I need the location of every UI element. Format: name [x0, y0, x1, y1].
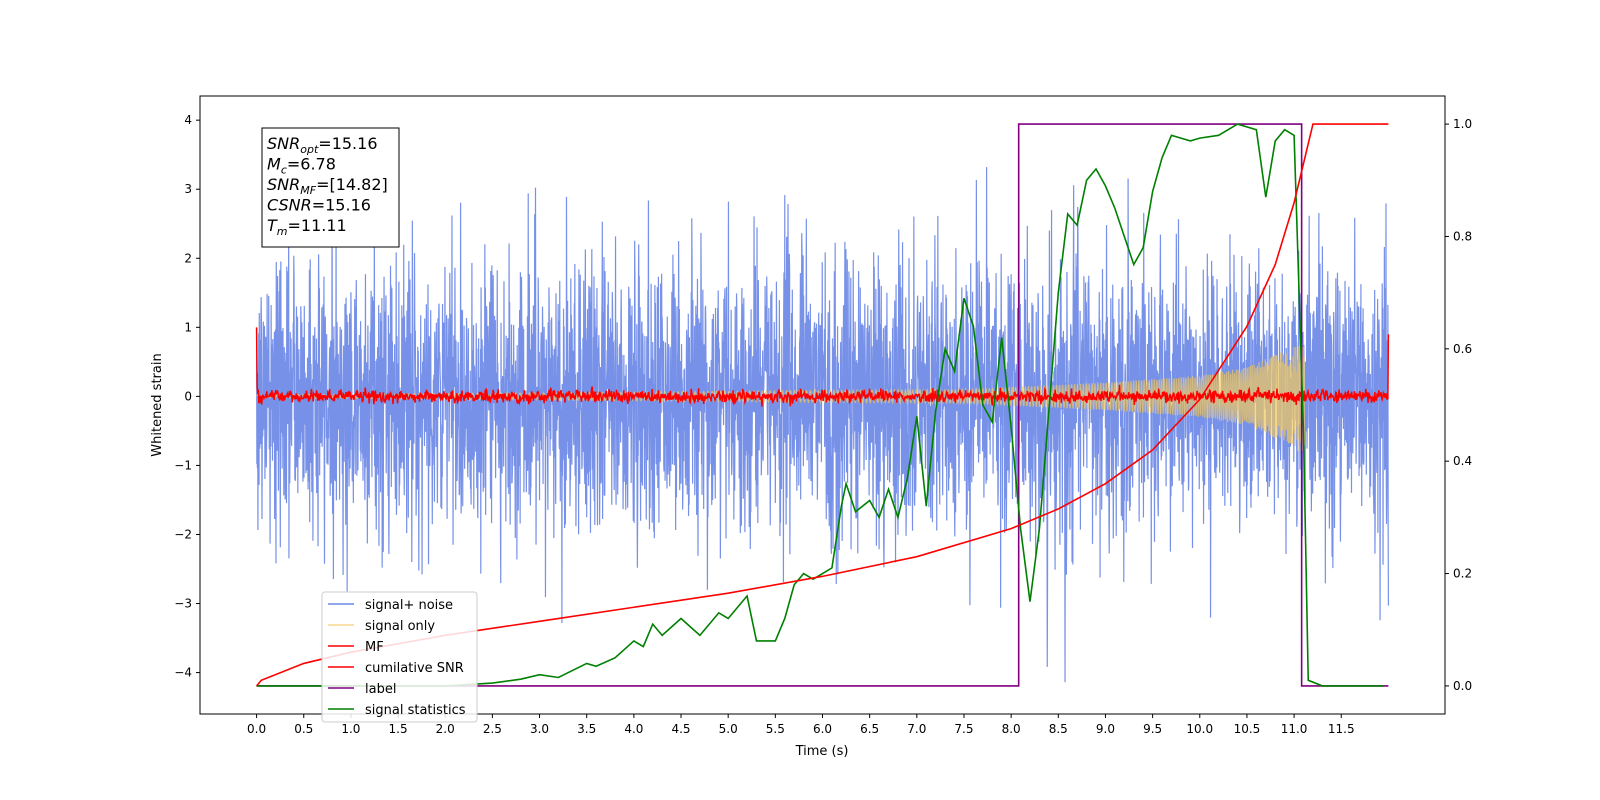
legend-signal-noise: signal+ noise — [328, 598, 453, 613]
x-tick-label: 11.0 — [1281, 722, 1308, 736]
x-tick-label: 6.5 — [860, 722, 879, 736]
x-tick-label: 1.0 — [341, 722, 360, 736]
x-tick-label: 9.0 — [1096, 722, 1115, 736]
legend-cumulative-snr: cumilative SNR — [328, 661, 464, 676]
y-tick-label-left: −1 — [174, 458, 192, 472]
series-label — [256, 123, 1389, 687]
x-axis-label: Time (s) — [795, 744, 849, 759]
y-tick-label-left: 3 — [184, 182, 192, 196]
x-tick-label: 7.5 — [954, 722, 973, 736]
x-tick-label: 4.0 — [624, 722, 643, 736]
plot-content — [255, 123, 1390, 687]
x-tick-label: 4.5 — [671, 722, 690, 736]
y-axis-label: Whitened strain — [150, 353, 165, 456]
x-tick-label: 3.5 — [577, 722, 596, 736]
legend-text: cumilative SNR — [365, 661, 464, 676]
annotation-line: Tm=11.11 — [267, 216, 347, 238]
x-tick-label: 5.5 — [766, 722, 785, 736]
y-tick-label-left: −4 — [174, 666, 192, 680]
x-tick-label: 11.5 — [1328, 722, 1355, 736]
y-tick-label-right: 0.4 — [1453, 454, 1472, 468]
y-tick-label-left: 0 — [184, 389, 192, 403]
y-tick-label-left: 4 — [184, 113, 192, 127]
annotation-frame — [261, 127, 400, 248]
series-signal-noise — [255, 167, 1390, 683]
x-tick-label: 0.5 — [294, 722, 313, 736]
x-tick-label: 10.5 — [1234, 722, 1261, 736]
legend: signal+ noise signal only MF cumilative SNR… — [321, 591, 478, 723]
y-tick-label-right: 0.2 — [1453, 567, 1472, 581]
legend-label: label — [328, 682, 396, 697]
y-tick-label-right: 0.8 — [1453, 229, 1472, 243]
stats-annotation-box: SNRopt=15.16Mc=6.78SNRMF=[14.82]CSNR=15.… — [261, 127, 400, 248]
series-signal-statistics — [256, 123, 1384, 687]
x-tick-label: 0.0 — [247, 722, 266, 736]
legend-text: signal only — [365, 619, 435, 634]
legend-mf: MF — [328, 640, 384, 655]
x-tick-label: 2.0 — [436, 722, 455, 736]
y-tick-label-right: 1.0 — [1453, 117, 1472, 131]
legend-signal-statistics: signal statistics — [328, 703, 466, 718]
x-tick-label: 6.0 — [813, 722, 832, 736]
legend-text: signal statistics — [365, 703, 466, 718]
series-mf — [255, 327, 1390, 407]
y-axis-right: 1.0 0.8 0.6 0.4 0.2 0.0 — [1445, 117, 1472, 693]
x-tick-label: 9.5 — [1143, 722, 1162, 736]
x-tick-label: 7.0 — [907, 722, 926, 736]
y-tick-label-left: 2 — [184, 251, 192, 265]
y-tick-label-right: 0.6 — [1453, 342, 1472, 356]
y-tick-label-left: −3 — [174, 597, 192, 611]
legend-frame — [321, 591, 478, 723]
x-tick-label: 2.5 — [483, 722, 502, 736]
annotation-line: SNRMF=[14.82] — [267, 175, 388, 197]
y-tick-label-left: 1 — [184, 320, 192, 334]
x-tick-label: 10.0 — [1186, 722, 1213, 736]
legend-text: MF — [365, 640, 384, 655]
annotation-line: Mc=6.78 — [267, 155, 336, 177]
y-tick-label-left: −2 — [174, 527, 192, 541]
x-tick-label: 8.0 — [1002, 722, 1021, 736]
x-tick-label: 8.5 — [1049, 722, 1068, 736]
annotation-line: CSNR=15.16 — [267, 196, 371, 215]
y-tick-label-right: 0.0 — [1453, 679, 1472, 693]
x-axis: 0.0 0.5 1.0 1.5 2.0 2.5 3.0 3.5 4.0 4.5 5.0 5.5 6.0 6… — [247, 714, 1355, 736]
y-axis-left: 4 3 2 1 0 −1 −2 −3 −4 — [174, 113, 200, 680]
x-tick-label: 1.5 — [389, 722, 408, 736]
legend-text: label — [365, 682, 396, 697]
annotation-line: SNRopt=15.16 — [267, 134, 378, 156]
x-tick-label: 3.0 — [530, 722, 549, 736]
legend-signal-only: signal only — [328, 619, 435, 634]
legend-text: signal+ noise — [365, 598, 453, 613]
x-tick-label: 5.0 — [719, 722, 738, 736]
